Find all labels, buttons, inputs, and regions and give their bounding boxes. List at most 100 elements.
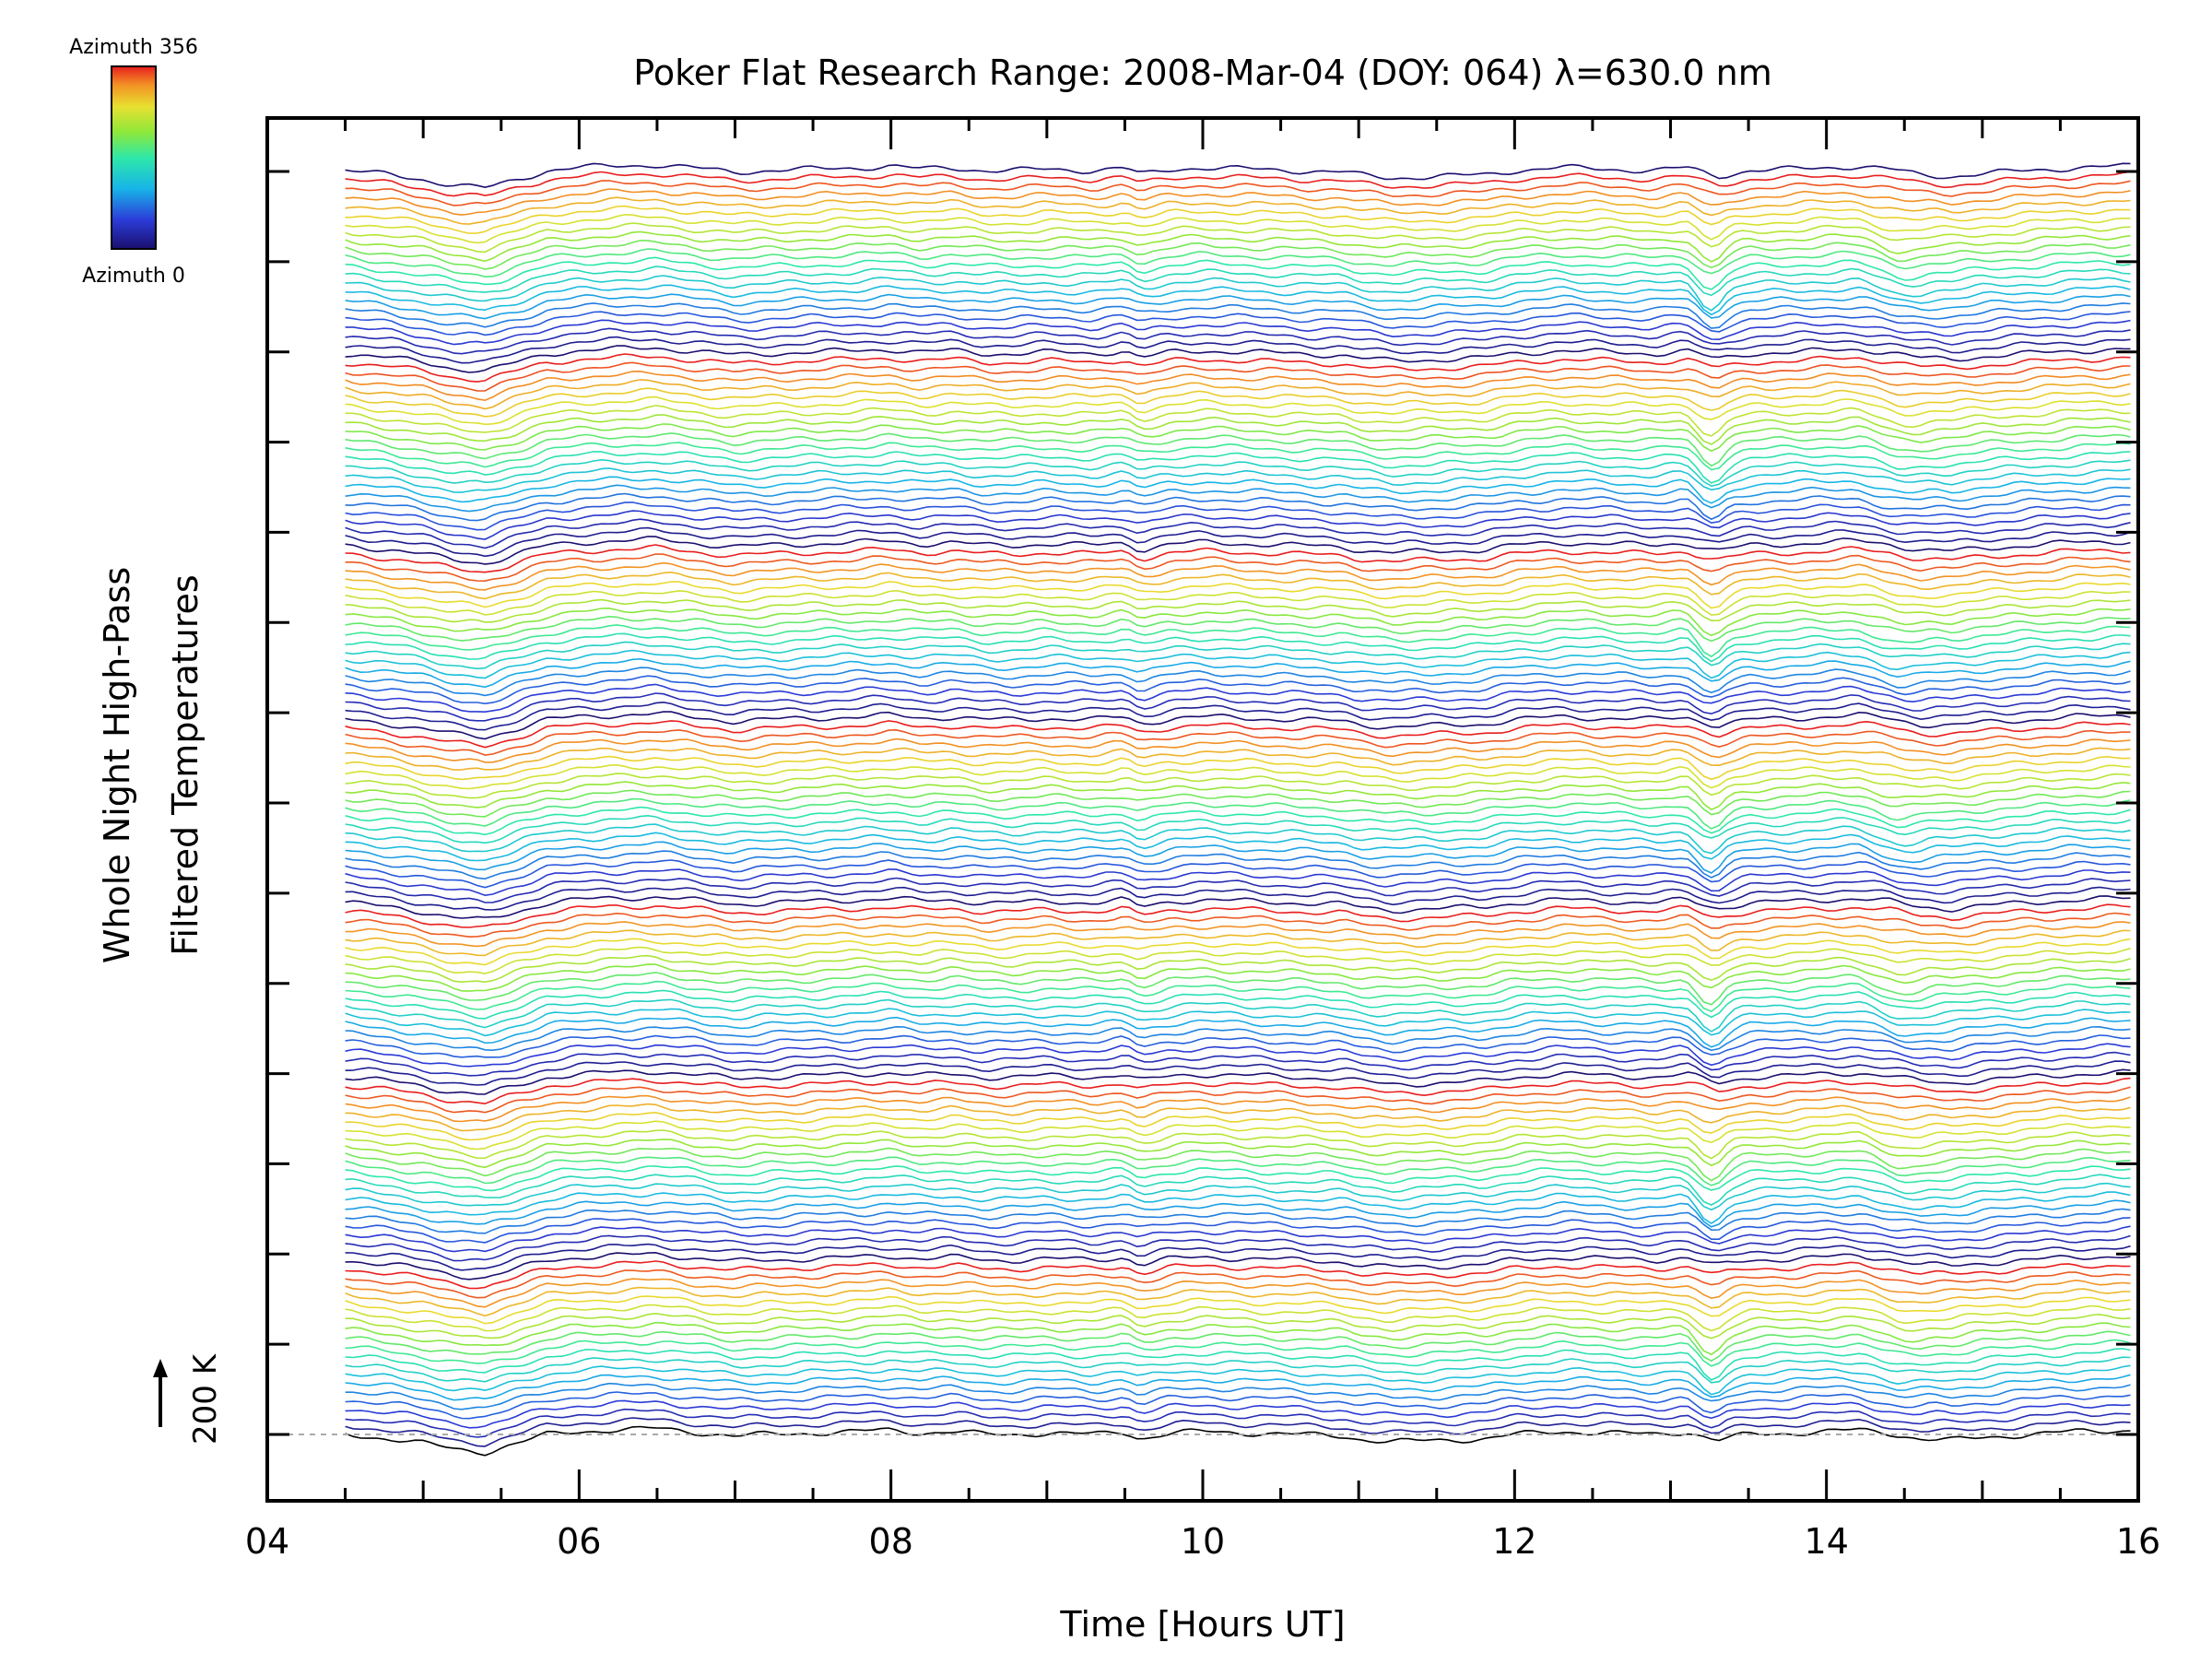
temperature-trace — [345, 912, 2131, 938]
temperature-trace — [345, 1086, 2131, 1114]
temperature-trace — [345, 1111, 2131, 1141]
temperature-trace — [345, 311, 2131, 336]
temperature-trace — [345, 747, 2131, 771]
y-axis-ticks — [267, 170, 2138, 1436]
temperature-trace — [345, 1374, 2131, 1401]
temperature-trace — [345, 1191, 2131, 1225]
x-axis-ticks — [265, 118, 2140, 1501]
temperature-trace — [345, 432, 2131, 467]
temperature-trace — [345, 395, 2131, 426]
temperature-trace — [345, 536, 2131, 565]
temperature-trace — [345, 571, 2131, 600]
temperature-trace — [345, 1043, 2131, 1068]
x-tick-label: 12 — [1492, 1521, 1536, 1562]
temperature-trace — [345, 1174, 2131, 1206]
temperature-trace — [345, 607, 2131, 637]
temperature-trace — [345, 379, 2131, 410]
temperature-trace — [345, 196, 2131, 225]
temperature-trace — [345, 711, 2131, 740]
temperature-trace — [345, 345, 2131, 373]
temperature-trace — [345, 720, 2131, 749]
temperature-trace — [345, 302, 2131, 329]
scale-bar-arrowhead — [153, 1359, 168, 1377]
temperature-trace — [345, 442, 2131, 471]
temperature-trace — [345, 675, 2131, 705]
temperature-trace — [345, 240, 2131, 270]
temperature-trace — [345, 266, 2131, 297]
temperature-trace — [345, 451, 2131, 484]
temperature-trace — [345, 361, 2131, 392]
y-axis-title-line-2: Filtered Temperatures — [165, 574, 206, 955]
temperature-trace — [345, 1103, 2131, 1132]
temperature-trace — [345, 1008, 2131, 1037]
temperature-trace — [345, 1286, 2131, 1317]
temperature-trace — [345, 1251, 2131, 1280]
x-tick-label: 16 — [2116, 1521, 2160, 1562]
temperature-trace — [345, 1312, 2131, 1339]
temperature-trace — [345, 1156, 2131, 1186]
temperature-trace — [345, 162, 2131, 189]
temperature-trace — [345, 1348, 2131, 1381]
x-axis-title: Time [Hours UT] — [1059, 1604, 1345, 1645]
temperature-trace — [345, 1321, 2131, 1356]
temperature-trace — [345, 544, 2131, 573]
temperature-trace — [345, 868, 2131, 897]
temperature-trace — [345, 1260, 2131, 1290]
x-tick-label: 08 — [869, 1521, 913, 1562]
x-tick-label: 06 — [557, 1521, 601, 1562]
temperature-trace — [345, 387, 2131, 418]
temperature-trace — [345, 526, 2131, 558]
temperature-trace — [345, 492, 2131, 522]
temperature-trace — [345, 214, 2131, 244]
temperature-trace — [345, 1304, 2131, 1332]
temperature-trace — [345, 1391, 2131, 1420]
temperature-trace — [345, 789, 2131, 818]
temperature-trace — [345, 1330, 2131, 1363]
temperature-trace — [345, 972, 2131, 1006]
x-tick-label: 10 — [1181, 1521, 1225, 1562]
temperature-trace — [345, 850, 2131, 880]
temperature-trace — [345, 1382, 2131, 1410]
series-layer — [345, 162, 2131, 1457]
temperature-trace — [345, 1269, 2131, 1299]
temperature-trace — [345, 657, 2131, 689]
temperature-trace — [345, 553, 2131, 583]
temperature-trace — [345, 641, 2131, 670]
temperature-trace — [345, 692, 2131, 722]
temperature-trace — [345, 728, 2131, 756]
temperature-trace — [345, 1243, 2131, 1271]
temperature-trace — [345, 405, 2131, 437]
temperature-trace — [345, 1120, 2131, 1151]
colorbar-top-label: Azimuth 356 — [69, 36, 198, 59]
temperature-trace — [345, 895, 2131, 919]
temperature-trace — [345, 763, 2131, 790]
temperature-trace — [345, 180, 2131, 207]
temperature-trace — [345, 683, 2131, 714]
temperature-trace — [345, 1364, 2131, 1396]
temperature-trace — [345, 518, 2131, 549]
colorbar-bottom-label: Azimuth 0 — [82, 265, 185, 288]
temperature-trace — [345, 624, 2131, 658]
temperature-trace — [345, 859, 2131, 889]
temperature-trace — [345, 954, 2131, 984]
chart-title: Poker Flat Research Range: 2008-Mar-04 (… — [633, 53, 1771, 93]
temperature-trace — [345, 1208, 2131, 1234]
temperature-trace — [345, 1425, 2131, 1457]
temperature-trace — [345, 423, 2131, 453]
temperature-trace — [345, 738, 2131, 763]
temperature-trace — [345, 1025, 2131, 1052]
temperature-trace — [345, 1051, 2131, 1077]
temperature-trace — [345, 1399, 2131, 1429]
temperature-trace — [345, 275, 2131, 312]
temperature-trace — [345, 1094, 2131, 1123]
temperature-trace — [345, 1417, 2131, 1447]
colorbar-gradient — [111, 65, 157, 250]
y-axis-title-line-1: Whole Night High-Pass — [97, 567, 137, 963]
temperature-trace — [345, 649, 2131, 679]
temperature-trace — [345, 921, 2131, 948]
colorbar: Azimuth 356 Azimuth 0 — [69, 36, 198, 288]
temperature-trace — [345, 841, 2131, 874]
temperature-trace — [345, 1356, 2131, 1384]
